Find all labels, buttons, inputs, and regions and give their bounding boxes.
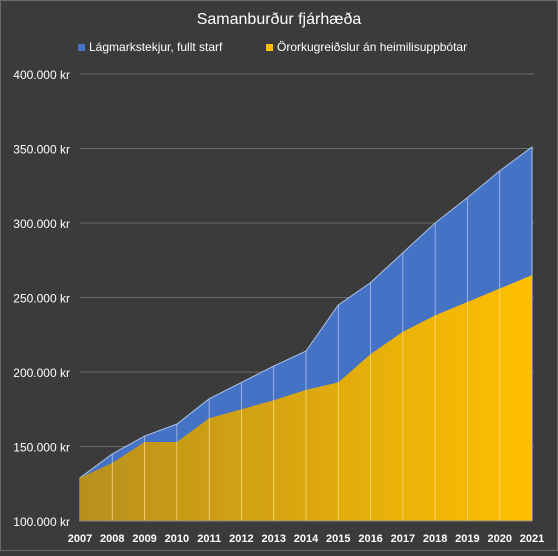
- x-tick-label: 2021: [520, 533, 544, 545]
- legend-label: Örorkugreiðslur án heimilisuppbótar: [277, 40, 467, 54]
- x-tick-label: 2019: [455, 533, 479, 545]
- x-tick-label: 2009: [132, 533, 156, 545]
- legend-item-lagmarkstekjur: Lágmarkstekjur, fullt starf: [78, 40, 223, 54]
- x-tick-label: 2011: [197, 533, 221, 545]
- area-dividers: [111, 170, 501, 521]
- legend-swatch: [266, 44, 273, 51]
- y-tick-label: 250.000 kr: [13, 292, 70, 306]
- y-axis: 100.000 kr 150.000 kr 200.000 kr 250.000 kr…: [13, 68, 70, 529]
- x-axis: 2007 2008 2009 2010 2011 2012 2013 2014 2015 2016…: [68, 520, 544, 545]
- legend-swatch: [78, 44, 85, 51]
- x-tick-label: 2007: [68, 533, 92, 545]
- x-tick-label: 2018: [423, 533, 447, 545]
- x-tick-label: 2010: [165, 533, 189, 545]
- x-tick-label: 2008: [100, 533, 124, 545]
- chart-title: Samanburður fjárhæða: [197, 11, 362, 28]
- legend: Lágmarkstekjur, fullt starf Örorkugreiðsl…: [78, 40, 467, 54]
- x-tick-label: 2012: [229, 533, 253, 545]
- y-tick-label: 150.000 kr: [13, 441, 70, 455]
- x-tick-label: 2013: [261, 533, 285, 545]
- x-tick-label: 2017: [391, 533, 415, 545]
- legend-label: Lágmarkstekjur, fullt starf: [89, 40, 223, 54]
- legend-item-ororkugreidslur: Örorkugreiðslur án heimilisuppbótar: [266, 40, 467, 54]
- y-tick-label: 100.000 kr: [13, 515, 70, 529]
- y-tick-label: 300.000 kr: [13, 217, 70, 231]
- y-tick-label: 400.000 kr: [13, 68, 70, 82]
- x-tick-label: 2014: [294, 533, 319, 545]
- x-tick-label: 2016: [358, 533, 382, 545]
- x-tick-label: 2020: [487, 533, 511, 545]
- x-tick-label: 2015: [326, 533, 350, 545]
- y-tick-label: 200.000 kr: [13, 366, 70, 380]
- y-tick-label: 350.000 kr: [13, 143, 70, 157]
